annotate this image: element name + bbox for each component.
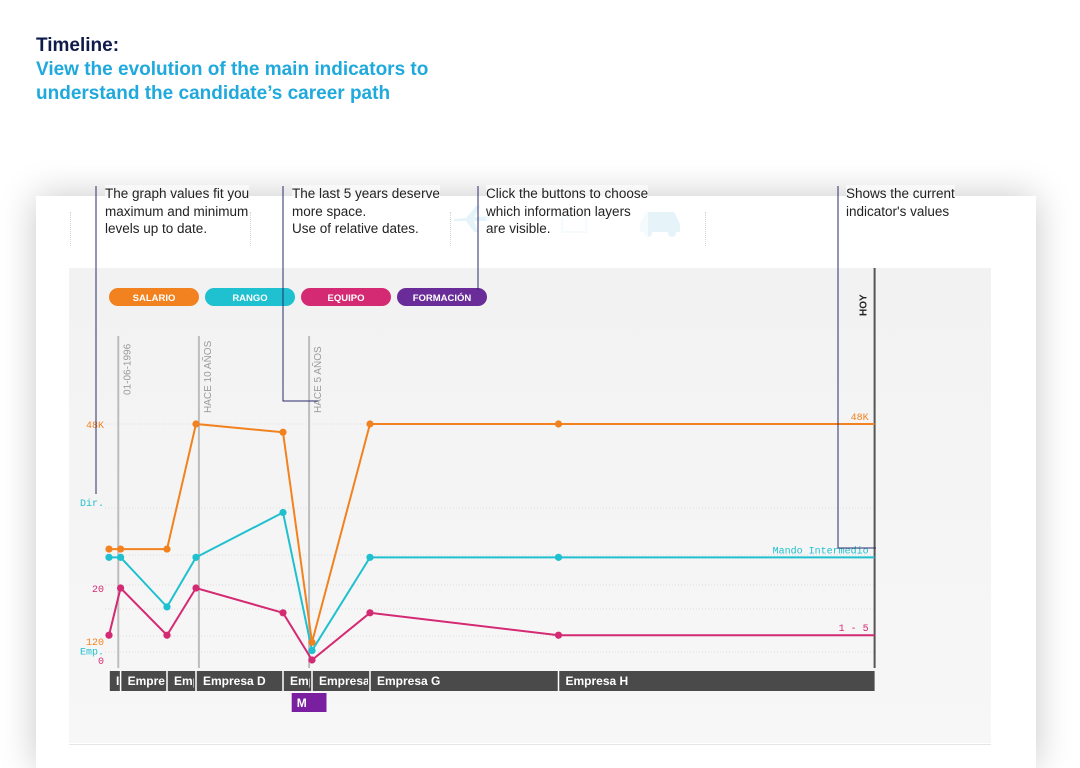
data-point-rango <box>366 553 374 561</box>
button-label: SALARIO <box>133 293 176 304</box>
layer-toggle-button[interactable]: EQUIPO <box>301 288 391 306</box>
series-line-equipo <box>108 586 875 662</box>
layer-buttons[interactable]: SALARIO RANGO EQUIPO FORMACIÓN <box>109 288 487 306</box>
dotted-divider <box>250 212 251 246</box>
company-segment <box>370 671 559 691</box>
y-label-equipo: 20 <box>92 585 104 596</box>
y-label-salario: 120 <box>86 638 104 649</box>
series-line-salario <box>109 422 875 643</box>
date-markers: 01-06-1996 HACE 10 AÑOS HACE 5 AÑOS HOY <box>117 268 876 668</box>
company-label: Empresa E <box>290 674 352 688</box>
company-label: Empresa G <box>377 674 440 688</box>
data-point-salario <box>366 420 374 428</box>
data-point-equipo <box>554 631 563 639</box>
divider <box>69 744 991 745</box>
y-label-rango: Dir. <box>80 498 104 510</box>
layer-toggle-button[interactable]: SALARIO <box>109 288 199 306</box>
data-point-salario <box>105 545 113 553</box>
data-point-equipo <box>163 631 171 639</box>
airplane-icon <box>454 206 490 232</box>
company-label: Empresa F <box>319 674 380 688</box>
company-segment <box>558 671 875 691</box>
data-point-equipo <box>192 584 200 592</box>
page-subtitle: View the evolution of the main indicator… <box>36 59 429 104</box>
data-point-equipo <box>366 609 374 617</box>
company-segment <box>167 671 196 691</box>
page-header: Timeline: View the evolution of the main… <box>36 34 496 106</box>
data-point-rango <box>308 646 316 655</box>
button-background <box>109 288 199 306</box>
button-background <box>205 288 295 306</box>
data-point-salario <box>163 545 171 553</box>
company-segment <box>312 671 370 691</box>
callout-lines <box>95 186 876 549</box>
button-label: RANGO <box>232 293 267 304</box>
data-point-rango <box>192 553 200 561</box>
company-segment <box>109 671 121 691</box>
y-label-salario: 48K <box>86 421 104 432</box>
data-point-rango <box>105 553 113 561</box>
button-label: FORMACIÓN <box>413 292 472 304</box>
end-label-salario: 48K <box>851 413 869 424</box>
series-points <box>105 420 563 664</box>
data-point-equipo <box>105 631 113 639</box>
education-segment <box>291 693 327 712</box>
callout-current: Shows the current indicator's values <box>846 185 955 220</box>
button-background <box>301 288 391 306</box>
series-line-rango <box>109 511 875 654</box>
data-point-rango <box>117 553 125 561</box>
end-label-rango: Mando Intermedio <box>773 545 869 557</box>
company-label: Empresa B <box>128 674 191 688</box>
data-point-salario <box>117 545 125 553</box>
data-point-rango <box>163 603 171 611</box>
company-label: Empresa D <box>203 674 266 688</box>
dotted-divider <box>450 212 451 246</box>
end-label-equipo: 1 - 5 <box>839 624 869 635</box>
callout-line-space <box>282 186 318 402</box>
data-point-rango <box>279 508 287 517</box>
series-lines <box>108 422 875 662</box>
company-segment <box>120 671 167 691</box>
page-title: Timeline: <box>36 35 120 56</box>
grid-layer <box>105 423 875 653</box>
data-point-equipo <box>308 656 316 664</box>
callout-space: The last 5 years deserve more space. Use… <box>292 185 440 238</box>
date-marker-label: HACE 10 AÑOS <box>201 340 214 413</box>
data-point-equipo <box>117 584 125 592</box>
y-label-equipo: 0 <box>98 657 104 668</box>
callout-line-current <box>837 186 876 549</box>
company-segment <box>196 671 283 691</box>
data-point-salario <box>279 428 287 436</box>
date-marker-label: HACE 5 AÑOS <box>311 346 324 413</box>
layer-toggle-button[interactable]: FORMACIÓN <box>397 288 487 306</box>
company-label: Empresa H <box>566 674 629 688</box>
callout-values: The graph values fit you maximum and min… <box>105 185 250 238</box>
data-point-salario <box>554 420 563 428</box>
chart-panel <box>69 268 991 743</box>
education-bar: M <box>291 693 327 712</box>
dotted-divider <box>705 212 706 246</box>
today-label: HOY <box>859 294 870 316</box>
company-segment <box>283 671 312 691</box>
dotted-divider <box>70 212 71 246</box>
company-label: Empresa A <box>116 674 179 688</box>
button-background <box>397 288 487 306</box>
data-point-equipo <box>279 609 287 617</box>
data-point-salario <box>192 420 200 428</box>
callout-buttons: Click the buttons to choose which inform… <box>486 185 649 238</box>
company-label: Empresa C <box>174 674 237 688</box>
date-marker-label: 01-06-1996 <box>122 343 133 395</box>
layer-toggle-button[interactable]: RANGO <box>205 288 295 306</box>
y-label-rango: Emp. <box>80 648 104 659</box>
data-point-salario <box>308 638 316 646</box>
button-label: EQUIPO <box>328 293 365 304</box>
education-label: M <box>297 696 307 710</box>
data-point-rango <box>554 553 563 561</box>
